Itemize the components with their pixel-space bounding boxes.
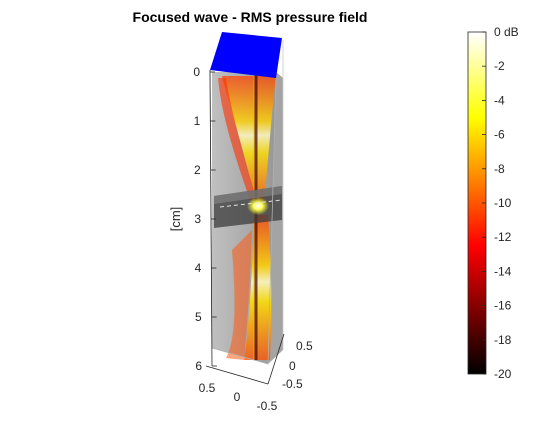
lateral-x-tick-label: -0.5 <box>257 399 278 413</box>
depth-ticks: 0 1 2 3 4 5 6 <box>193 65 217 373</box>
colorbar-tick-label: -12 <box>494 230 512 244</box>
depth-tick-label: 3 <box>194 212 201 226</box>
focal-plane-top <box>214 186 282 204</box>
depth-tick-label: 0 <box>193 65 200 79</box>
colorbar-tick-label: -14 <box>494 264 512 278</box>
rms-field-volume <box>209 32 284 365</box>
lateral-x-ticks: 0.5 0 -0.5 <box>199 381 278 413</box>
chart-title: Focused wave - RMS pressure field <box>132 9 368 25</box>
lateral-y-ticks: 0.50 -0.5 <box>282 339 313 391</box>
colorbar-tick-label: -2 <box>494 59 505 73</box>
depth-tick-label: 1 <box>194 114 201 128</box>
beam-lower-left <box>226 230 252 360</box>
transducer-face <box>210 32 282 78</box>
colorbar-tick-label: -4 <box>494 93 505 107</box>
beam-left-lobe <box>218 78 256 200</box>
focal-dash <box>219 199 283 208</box>
beam-lower <box>244 215 272 360</box>
colorbar-tick-label: -18 <box>494 333 512 347</box>
lateral-x-tick-label: 0.5 <box>199 381 216 395</box>
colorbar-tick-label: -6 <box>494 128 505 142</box>
depth-tick-label: 6 <box>195 359 202 373</box>
colorbar-tick-label: -16 <box>494 299 512 313</box>
depth-tick-label: 2 <box>194 163 201 177</box>
lateral-y-tick-label: 0 <box>289 359 296 373</box>
colorbar-tick-label: 0 dB <box>494 25 519 39</box>
lateral-x-tick-label: 0 <box>234 390 241 404</box>
focal-spot <box>247 197 269 215</box>
colorbar: 0 dB -2 -4 -6 -8 -10 -12 -14 -16 -18 -20 <box>467 25 519 381</box>
lateral-y-axis-line <box>267 333 285 385</box>
colorbar-tick-label: -10 <box>494 196 512 210</box>
depth-axis-line <box>209 69 213 367</box>
depth-tick-label: 4 <box>195 261 202 275</box>
colorbar-tick-label: -8 <box>494 162 505 176</box>
lateral-y-tick-label: 0.5 <box>296 339 313 353</box>
colorbar-tick-label: -20 <box>494 367 512 381</box>
beam-upper <box>222 76 276 205</box>
colorbar-ticks: 0 dB -2 -4 -6 -8 -10 -12 -14 -16 -18 -20 <box>482 25 519 381</box>
y-axis-label: [cm] <box>168 207 183 232</box>
lateral-x-axis-line <box>205 365 269 385</box>
lateral-y-tick-label: -0.5 <box>282 377 303 391</box>
depth-tick-label: 5 <box>195 310 202 324</box>
